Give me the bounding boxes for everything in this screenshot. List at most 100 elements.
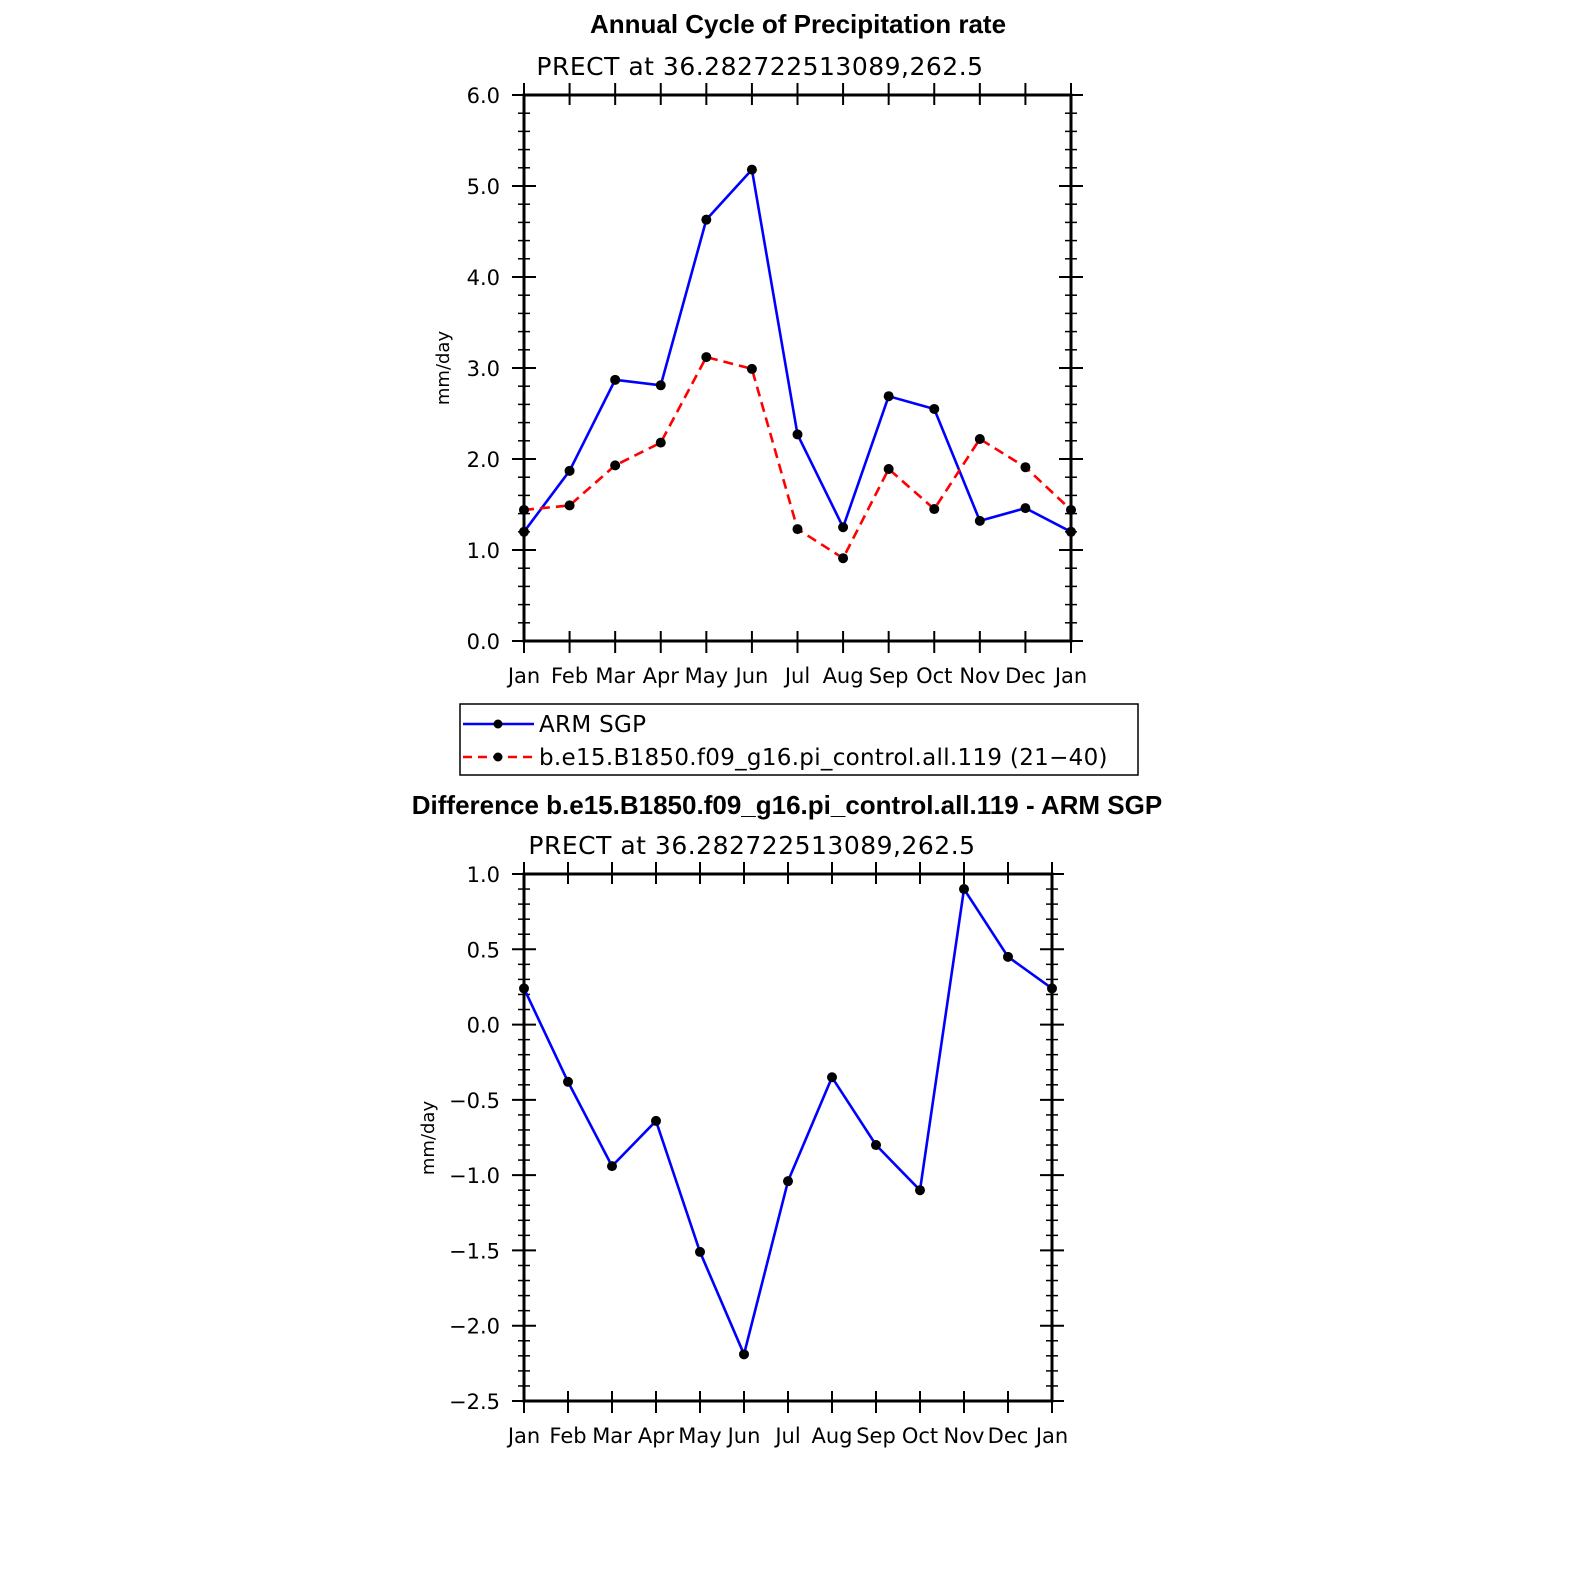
chart1-series — [519, 164, 1076, 564]
chart1-subtitle: PRECT at 36.282722513089,262.5 — [536, 52, 983, 81]
x-tick-label: Feb — [549, 1424, 586, 1448]
x-tick-label: Feb — [551, 664, 588, 688]
chart2-title: Difference b.e15.B1850.f09_g16.pi_contro… — [412, 790, 1162, 820]
chart2-subtitle: PRECT at 36.282722513089,262.5 — [528, 831, 975, 860]
data-point-0 — [695, 1246, 705, 1257]
legend-entry-model: b.e15.B1850.f09_g16.pi_control.all.119 (… — [463, 745, 1107, 771]
data-point-0 — [959, 884, 969, 895]
x-tick-label: Mar — [595, 664, 635, 688]
x-tick-label: Aug — [823, 664, 864, 688]
y-tick-label: −2.5 — [449, 1390, 500, 1414]
x-tick-label: Jun — [734, 664, 769, 688]
data-point-1 — [655, 437, 666, 448]
chart2-series — [519, 884, 1057, 1360]
difference-chart: Difference b.e15.B1850.f09_g16.pi_contro… — [412, 790, 1162, 1448]
data-point-1 — [838, 553, 849, 564]
chart1-ylabel: mm/day — [433, 331, 454, 406]
data-point-0 — [783, 1176, 793, 1187]
y-tick-label: 0.0 — [467, 1014, 500, 1038]
data-point-0 — [655, 380, 666, 391]
chart1-plot-frame — [522, 93, 1073, 643]
y-tick-label: 1.0 — [467, 863, 500, 887]
legend-marker-arm-sgp — [493, 719, 503, 729]
data-point-0 — [607, 1161, 617, 1172]
y-tick-label: −0.5 — [449, 1089, 500, 1113]
data-point-0 — [827, 1072, 837, 1083]
x-tick-label: Nov — [959, 664, 1000, 688]
data-point-0 — [929, 403, 940, 414]
data-point-0 — [915, 1185, 925, 1196]
legend-box — [459, 703, 1139, 776]
data-point-0 — [974, 515, 985, 526]
y-tick-label: −1.5 — [449, 1239, 500, 1263]
data-point-0 — [610, 374, 621, 385]
series-line-0 — [522, 887, 1053, 1356]
chart1-title: Annual Cycle of Precipitation rate — [590, 9, 1006, 39]
y-tick-label: 2.0 — [467, 448, 500, 472]
y-tick-label: 6.0 — [467, 84, 500, 108]
data-point-1 — [564, 500, 575, 511]
series-line-0 — [522, 168, 1072, 533]
x-tick-label: Jan — [1053, 664, 1087, 688]
data-point-0 — [701, 214, 712, 225]
x-tick-label: Oct — [902, 1424, 938, 1448]
data-point-0 — [739, 1349, 749, 1360]
x-tick-label: Dec — [1005, 664, 1046, 688]
data-point-0 — [883, 391, 894, 402]
x-tick-label: Sep — [856, 1424, 896, 1448]
legend-entry-arm-sgp: ARM SGP — [463, 712, 646, 738]
y-tick-label: 3.0 — [467, 357, 500, 381]
data-point-0 — [871, 1140, 881, 1151]
x-tick-label: Mar — [592, 1424, 632, 1448]
x-tick-label: Jan — [1034, 1424, 1068, 1448]
data-point-1 — [929, 504, 940, 515]
data-point-1 — [974, 433, 985, 444]
chart2-ylabel: mm/day — [418, 1101, 439, 1176]
chart1-legend: ARM SGP b.e15.B1850.f09_g16.pi_control.a… — [459, 703, 1139, 776]
data-point-1 — [701, 352, 712, 363]
data-point-0 — [1003, 951, 1013, 962]
y-tick-label: 0.0 — [467, 630, 500, 654]
chart2-ticks — [512, 862, 1064, 1413]
data-point-1 — [1020, 462, 1031, 473]
x-tick-label: Nov — [944, 1424, 985, 1448]
x-tick-label: May — [685, 664, 728, 688]
x-tick-label: Jan — [506, 664, 540, 688]
chart2-y-tick-labels: −2.5 −2.0 −1.5 −1.0 −0.5 0.0 0.5 1.0 — [449, 863, 500, 1414]
legend-label-arm-sgp: ARM SGP — [539, 712, 646, 738]
x-tick-label: Jun — [726, 1424, 761, 1448]
data-point-1 — [792, 524, 803, 535]
chart1-ticks — [512, 83, 1083, 653]
data-point-1 — [610, 460, 621, 471]
x-tick-label: May — [678, 1424, 721, 1448]
data-point-0 — [1020, 503, 1031, 514]
data-point-0 — [792, 429, 803, 440]
y-tick-label: 1.0 — [467, 539, 500, 563]
y-tick-label: −1.0 — [449, 1164, 500, 1188]
data-point-0 — [651, 1115, 661, 1126]
x-tick-label: Dec — [988, 1424, 1029, 1448]
x-tick-label: Jul — [783, 664, 810, 688]
x-tick-label: Jul — [773, 1424, 800, 1448]
chart2-plot-frame — [522, 872, 1054, 1403]
legend-marker-model — [493, 752, 503, 762]
x-tick-label: Aug — [811, 1424, 852, 1448]
data-point-0 — [563, 1076, 573, 1087]
x-tick-label: Apr — [643, 664, 680, 688]
x-tick-label: Sep — [869, 664, 909, 688]
data-point-0 — [838, 522, 849, 533]
data-point-1 — [883, 464, 894, 475]
chart1-y-tick-labels: 0.0 1.0 2.0 3.0 4.0 5.0 6.0 — [467, 84, 500, 654]
data-point-1 — [746, 363, 757, 374]
annual-cycle-chart: Annual Cycle of Precipitation rate PRECT… — [433, 9, 1139, 776]
chart1-x-tick-labels: Jan Feb Mar Apr May Jun Jul Aug Sep Oct Nov Dec Jan — [506, 664, 1087, 688]
x-tick-label: Oct — [916, 664, 952, 688]
x-tick-label: Jan — [506, 1424, 540, 1448]
y-tick-label: 0.5 — [467, 938, 500, 962]
y-tick-label: 4.0 — [467, 266, 500, 290]
chart2-x-tick-labels: Jan Feb Mar Apr May Jun Jul Aug Sep Oct Nov Dec Jan — [506, 1424, 1068, 1448]
y-tick-label: −2.0 — [449, 1315, 500, 1339]
y-tick-label: 5.0 — [467, 175, 500, 199]
data-point-0 — [564, 465, 575, 476]
